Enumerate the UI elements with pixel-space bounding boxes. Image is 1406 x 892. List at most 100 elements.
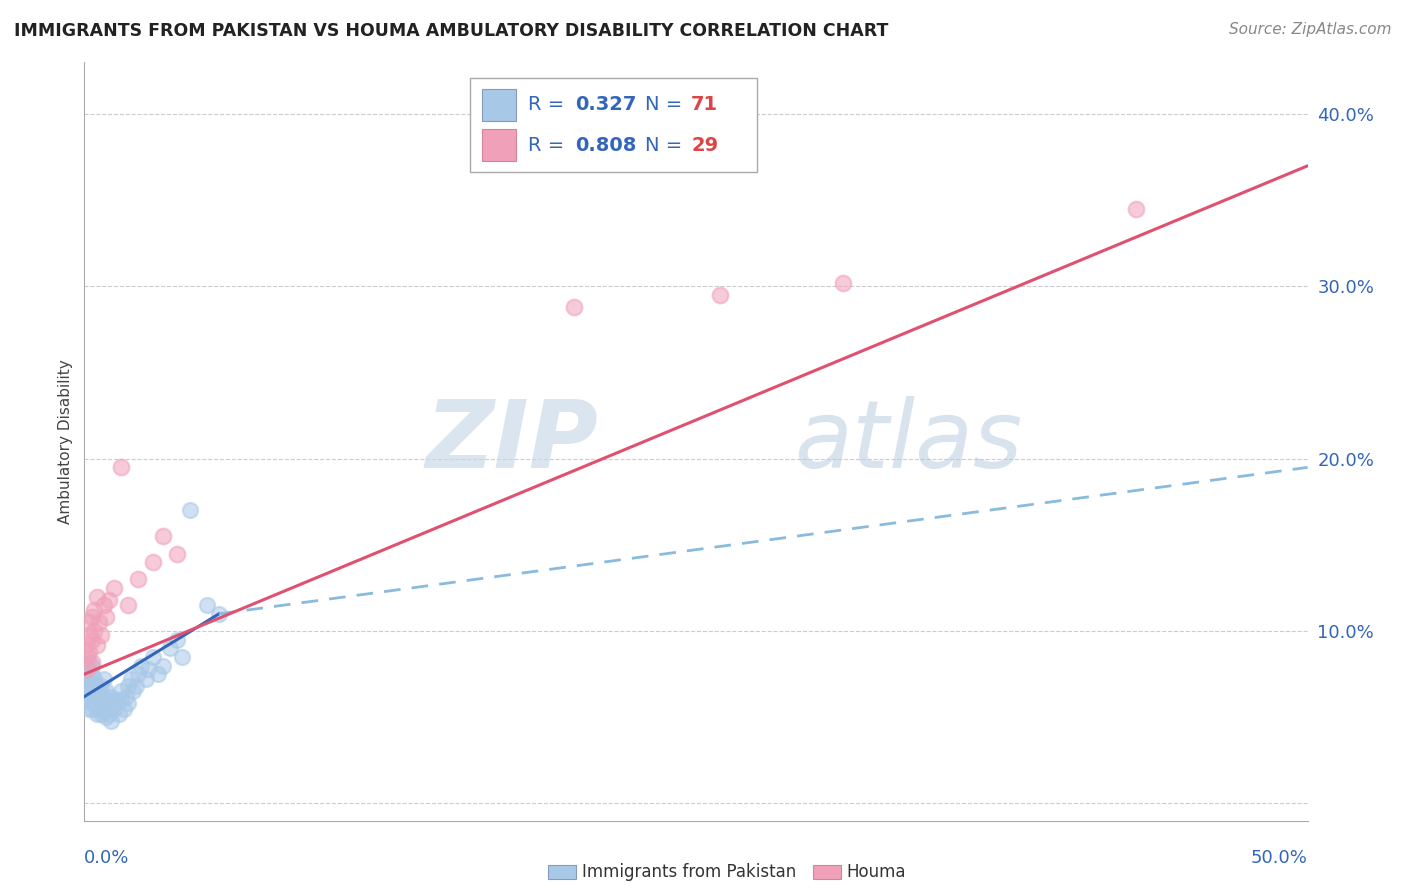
Text: atlas: atlas	[794, 396, 1022, 487]
Point	[709, 288, 731, 302]
Point	[86, 693, 108, 707]
Point	[83, 684, 105, 698]
Point	[107, 706, 129, 721]
Point	[76, 638, 98, 652]
Point	[76, 684, 98, 698]
Text: R =: R =	[529, 136, 571, 154]
Point	[80, 667, 103, 681]
Point	[166, 632, 188, 647]
Point	[208, 607, 231, 621]
Point	[80, 655, 103, 669]
Point	[77, 662, 100, 676]
Point	[90, 693, 112, 707]
Point	[77, 693, 100, 707]
Point	[115, 690, 138, 704]
Point	[76, 667, 98, 681]
Point	[831, 276, 853, 290]
Point	[83, 624, 105, 639]
Point	[76, 693, 98, 707]
Point	[93, 697, 115, 711]
Point	[90, 706, 112, 721]
Point	[86, 706, 108, 721]
Point	[103, 701, 125, 715]
Point	[125, 679, 148, 693]
Point	[166, 547, 188, 561]
Point	[135, 673, 157, 687]
Point	[87, 684, 110, 698]
Text: Houma: Houma	[846, 863, 905, 881]
Point	[103, 697, 125, 711]
Point	[110, 684, 132, 698]
Point	[86, 697, 108, 711]
Y-axis label: Ambulatory Disability: Ambulatory Disability	[58, 359, 73, 524]
Text: N =: N =	[644, 95, 688, 114]
Point	[77, 627, 100, 641]
Point	[120, 673, 142, 687]
Point	[83, 697, 105, 711]
Text: 0.327: 0.327	[575, 95, 637, 114]
FancyBboxPatch shape	[470, 78, 758, 172]
Point	[76, 662, 98, 676]
Point	[105, 693, 128, 707]
Point	[96, 684, 118, 698]
Point	[83, 603, 105, 617]
Point	[86, 638, 108, 652]
Text: 71: 71	[692, 95, 718, 114]
Text: Source: ZipAtlas.com: Source: ZipAtlas.com	[1229, 22, 1392, 37]
Point	[80, 701, 103, 715]
Point	[100, 714, 122, 728]
Text: N =: N =	[644, 136, 688, 154]
Point	[112, 701, 135, 715]
Point	[195, 599, 218, 613]
Point	[87, 701, 110, 715]
Point	[1125, 202, 1147, 216]
Point	[83, 673, 105, 687]
Point	[77, 645, 100, 659]
Point	[136, 662, 159, 676]
Text: 29: 29	[692, 136, 718, 154]
Point	[117, 697, 139, 711]
Point	[76, 679, 98, 693]
Text: IMMIGRANTS FROM PAKISTAN VS HOUMA AMBULATORY DISABILITY CORRELATION CHART: IMMIGRANTS FROM PAKISTAN VS HOUMA AMBULA…	[14, 22, 889, 40]
Point	[110, 693, 132, 707]
Point	[80, 684, 103, 698]
Point	[146, 667, 169, 681]
Point	[172, 649, 194, 664]
Point	[97, 701, 120, 715]
Point	[87, 615, 110, 630]
Point	[90, 627, 112, 641]
Point	[80, 658, 103, 673]
Point	[97, 706, 120, 721]
Point	[87, 693, 110, 707]
Point	[77, 701, 100, 715]
Point	[179, 503, 201, 517]
Point	[80, 632, 103, 647]
Text: 0.0%: 0.0%	[84, 849, 129, 867]
Point	[122, 684, 145, 698]
Point	[142, 649, 165, 664]
Point	[76, 649, 98, 664]
Point	[110, 460, 132, 475]
Point	[127, 667, 149, 681]
Point	[96, 610, 118, 624]
Point	[77, 679, 100, 693]
Text: R =: R =	[529, 95, 571, 114]
Point	[96, 710, 118, 724]
Point	[90, 679, 112, 693]
Point	[103, 581, 125, 595]
Point	[152, 529, 174, 543]
Point	[77, 655, 100, 669]
Text: 50.0%: 50.0%	[1251, 849, 1308, 867]
Point	[80, 610, 103, 624]
Point	[83, 679, 105, 693]
Point	[100, 690, 122, 704]
Point	[76, 675, 98, 690]
Point	[90, 701, 112, 715]
Point	[80, 675, 103, 690]
Text: Immigrants from Pakistan: Immigrants from Pakistan	[582, 863, 796, 881]
Point	[86, 679, 108, 693]
Point	[77, 615, 100, 630]
Text: ZIP: ZIP	[425, 395, 598, 488]
Point	[117, 679, 139, 693]
Point	[93, 673, 115, 687]
